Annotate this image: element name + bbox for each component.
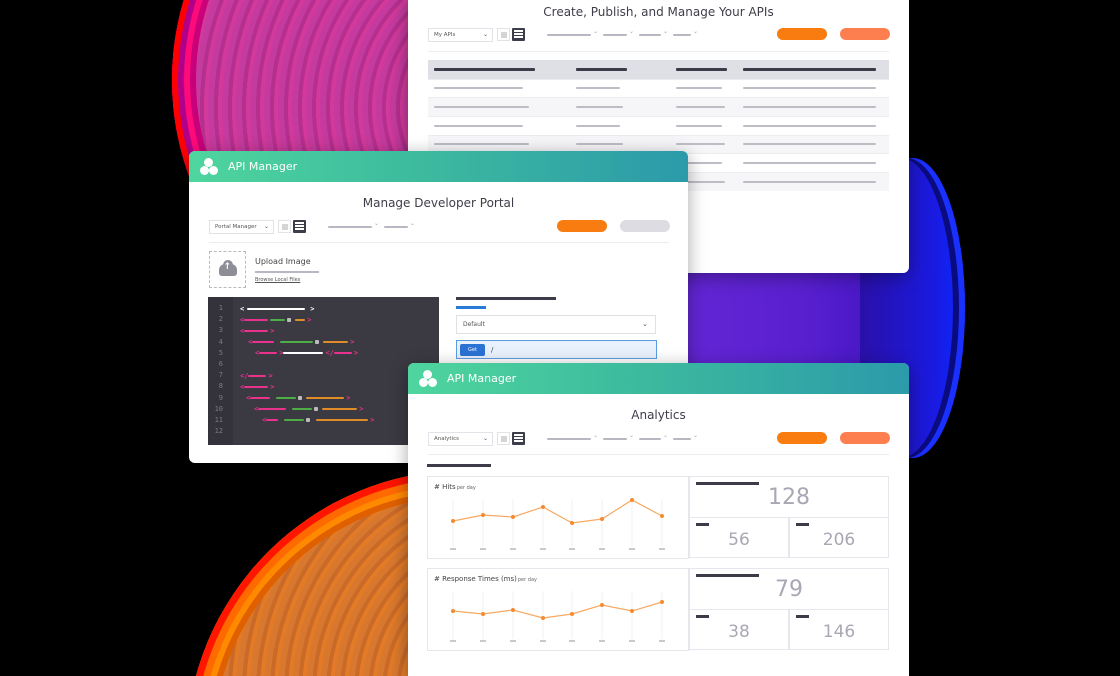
window-header: API Manager (408, 363, 909, 394)
request-path: / (491, 345, 494, 354)
table-header (428, 60, 889, 79)
response-times-chart: # Response Times (ms)per day (427, 568, 689, 651)
divider (428, 454, 889, 455)
chevron-down-icon: ⌄ (482, 31, 488, 38)
form-heading (456, 297, 556, 300)
view-select[interactable]: Analytics ⌄ (428, 432, 493, 446)
grid-view-button[interactable] (497, 28, 510, 41)
analytics-window: API Manager Analytics Analytics ⌄ # Hits… (408, 363, 909, 676)
stat-value: 206 (822, 530, 856, 550)
view-select[interactable]: My APIs ⌄ (428, 28, 493, 42)
secondary-action-button[interactable] (620, 220, 670, 232)
api-manager-logo-icon (418, 369, 438, 389)
filter-dropdown-3[interactable] (639, 28, 668, 36)
hits-total-stat: 128 (689, 476, 889, 518)
table-row[interactable] (428, 97, 889, 117)
view-select-value: Portal Manager (215, 224, 257, 230)
grid-icon (500, 435, 507, 442)
list-view-button[interactable] (293, 220, 306, 233)
filter-dropdown-4[interactable] (673, 432, 698, 440)
primary-action-button[interactable] (777, 432, 827, 444)
grid-icon (281, 223, 288, 230)
upload-progress (255, 271, 319, 273)
window-header: API Manager (189, 151, 688, 182)
view-select[interactable]: Portal Manager ⌄ (209, 220, 274, 234)
filter-dropdown-2[interactable] (603, 28, 634, 36)
list-view-button[interactable] (512, 432, 525, 445)
view-select-value: Analytics (434, 436, 459, 442)
code-content: < > < > < > < > < > </> </> < > < > < > < > (240, 304, 375, 425)
upload-title: Upload Image (255, 257, 311, 266)
api-manager-logo-icon (199, 157, 219, 177)
stat-value: 56 (728, 530, 750, 550)
hits-chart: # Hitsper day (427, 476, 689, 559)
response-times-line-chart (450, 591, 665, 642)
filter-dropdown-3[interactable] (639, 432, 668, 440)
hits-stat-b: 206 (789, 517, 889, 558)
stat-value: 146 (822, 622, 856, 642)
request-url-input[interactable]: Get / (456, 340, 657, 359)
secondary-action-button[interactable] (840, 432, 890, 444)
code-editor[interactable]: 1 2 3 4 5 6 7 8 9 10 11 12 < > < > < > < > <… (208, 297, 439, 445)
filter-dropdown-4[interactable] (673, 28, 698, 36)
toolbar: My APIs ⌄ (408, 28, 909, 48)
secondary-action-button[interactable] (840, 28, 890, 40)
dropdown-value: Default (463, 321, 485, 328)
http-method-button[interactable]: Get (460, 343, 485, 356)
divider (428, 51, 889, 52)
list-view-button[interactable] (512, 28, 525, 41)
stat-value: 38 (728, 622, 750, 642)
response-times-stat-a: 38 (689, 609, 789, 650)
view-select-value: My APIs (434, 32, 456, 38)
filter-dropdown-1[interactable] (328, 220, 379, 228)
page-title: Create, Publish, and Manage Your APIs (543, 5, 774, 19)
environment-dropdown[interactable]: Default ⌄ (456, 315, 656, 334)
line-numbers: 1 2 3 4 5 6 7 8 9 10 11 12 (208, 297, 233, 445)
chevron-down-icon: ⌄ (482, 435, 488, 442)
grid-icon (500, 31, 507, 38)
chevron-down-icon: ⌄ (642, 320, 648, 328)
grid-view-button[interactable] (278, 220, 291, 233)
stat-value: 79 (775, 577, 803, 602)
table-row[interactable] (428, 78, 889, 98)
page-title: Manage Developer Portal (362, 196, 515, 210)
cloud-upload-icon (218, 259, 237, 276)
app-name: API Manager (228, 160, 298, 173)
form-heading-accent (456, 306, 486, 309)
grid-view-button[interactable] (497, 432, 510, 445)
filter-dropdown-2[interactable] (384, 220, 415, 228)
hits-stat-a: 56 (689, 517, 789, 558)
toolbar: Analytics ⌄ (408, 432, 909, 452)
filter-dropdown-1[interactable] (547, 28, 598, 36)
filter-dropdown-1[interactable] (547, 432, 598, 440)
chevron-down-icon: ⌄ (263, 223, 269, 230)
primary-action-button[interactable] (777, 28, 827, 40)
response-times-stat-b: 146 (789, 609, 889, 650)
primary-action-button[interactable] (557, 220, 607, 232)
app-name: API Manager (447, 372, 517, 385)
upload-dropzone[interactable] (209, 251, 246, 288)
response-times-total-stat: 79 (689, 568, 889, 610)
toolbar: Portal Manager ⌄ (189, 220, 688, 240)
chart-title: # Response Times (ms)per day (434, 575, 537, 583)
filter-dropdown-2[interactable] (603, 432, 634, 440)
table-row[interactable] (428, 134, 889, 154)
stat-value: 128 (768, 485, 810, 510)
divider (209, 242, 669, 243)
hits-line-chart (450, 498, 665, 550)
page-title: Analytics (631, 408, 686, 422)
table-row[interactable] (428, 115, 889, 136)
chart-title: # Hitsper day (434, 483, 476, 491)
browse-files-link[interactable]: Browse Local Files (255, 277, 301, 283)
section-heading (427, 464, 491, 467)
